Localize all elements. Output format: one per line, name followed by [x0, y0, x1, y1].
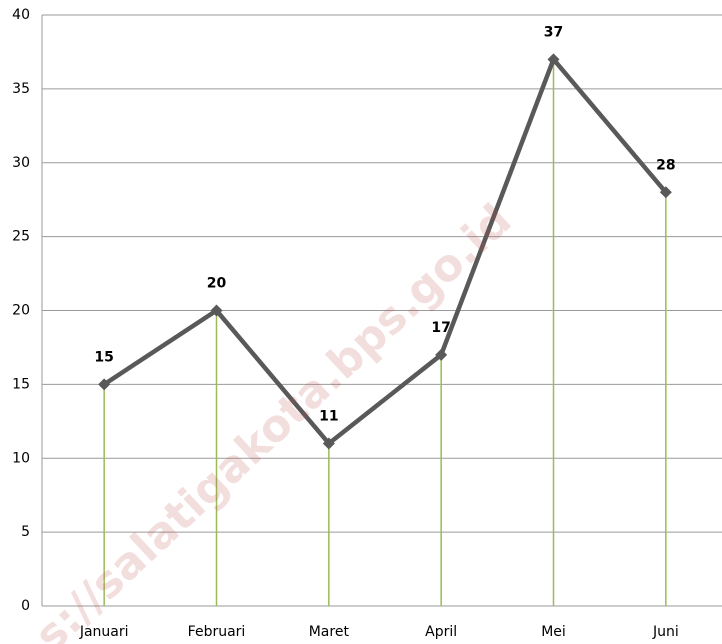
- y-tick-label: 25: [12, 229, 30, 245]
- data-label: 11: [319, 408, 338, 424]
- marker: [659, 186, 672, 199]
- y-tick-label: 40: [12, 7, 30, 23]
- marker: [435, 348, 448, 361]
- y-tick-label: 10: [12, 450, 30, 466]
- y-tick-label: 30: [12, 155, 30, 171]
- x-tick-label: Mei: [541, 624, 566, 640]
- y-tick-label: 0: [21, 598, 30, 614]
- data-label: 37: [544, 24, 563, 40]
- x-tick-label: Maret: [309, 624, 350, 640]
- y-tick-label: 35: [12, 81, 30, 97]
- marker: [547, 53, 560, 66]
- marker: [98, 378, 111, 391]
- series-line: [102, 57, 668, 446]
- data-label: 28: [656, 157, 675, 173]
- x-tick-label: Januari: [79, 624, 129, 640]
- data-label: 17: [431, 320, 450, 336]
- y-tick-label: 20: [12, 303, 30, 319]
- x-tick-label: Juni: [652, 624, 679, 640]
- data-label: 20: [207, 276, 227, 292]
- x-tick-label: April: [425, 624, 457, 640]
- data-label: 15: [94, 349, 113, 365]
- watermark: s://salatigakota.bps.go.id: [25, 195, 521, 644]
- y-tick-label: 15: [12, 376, 30, 392]
- y-tick-label: 5: [21, 524, 30, 540]
- marker: [210, 304, 223, 317]
- marker: [322, 437, 335, 450]
- x-tick-label: Februari: [188, 624, 246, 640]
